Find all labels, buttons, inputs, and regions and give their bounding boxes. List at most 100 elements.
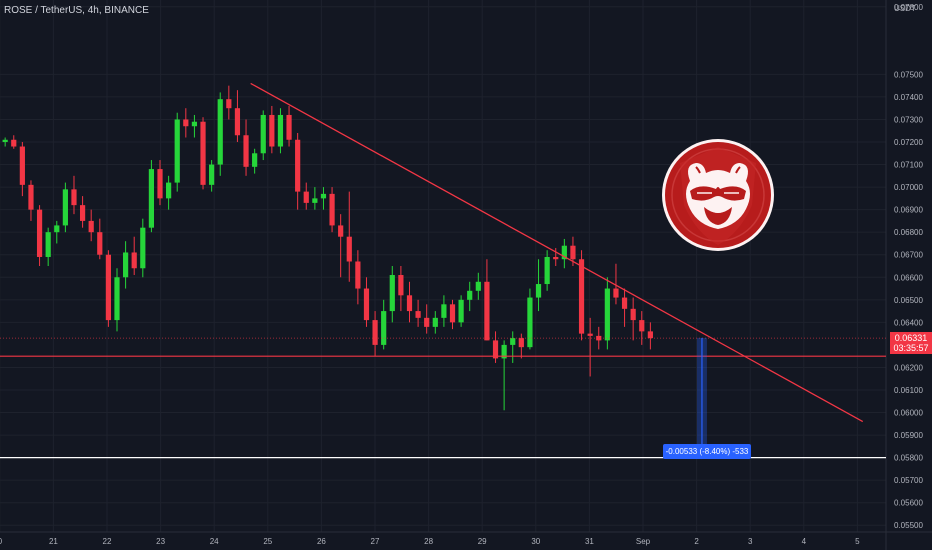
- y-tick-label: 0.06800: [894, 228, 923, 237]
- candle-down: [578, 259, 585, 334]
- candle-up: [277, 114, 284, 147]
- candle-up: [381, 311, 387, 345]
- candle-down: [355, 261, 361, 289]
- x-tick-label: 0: [0, 537, 3, 546]
- symbol-title: ROSE / TetherUS, 4h, BINANCE: [4, 5, 149, 16]
- candle-down: [363, 288, 370, 321]
- y-tick-label: 0.07000: [894, 183, 923, 192]
- candle-down: [406, 295, 413, 312]
- candle-down: [97, 232, 103, 255]
- candle-up: [458, 299, 464, 323]
- candle-up: [217, 99, 223, 165]
- y-tick-label: 0.06200: [894, 363, 923, 372]
- candle-down: [630, 308, 636, 321]
- y-tick-label: 0.06400: [894, 318, 923, 327]
- x-tick-label: 28: [424, 537, 433, 546]
- candle-up: [501, 344, 507, 359]
- candle-down: [639, 320, 645, 332]
- candle-down: [243, 135, 249, 167]
- candle-down: [596, 335, 602, 341]
- x-tick-label: 5: [855, 537, 860, 546]
- measure-label: -0.00533 (-8.40%) -533: [663, 444, 751, 459]
- candle-up: [312, 198, 318, 203]
- candle-up: [148, 169, 155, 228]
- candle-up: [191, 121, 198, 127]
- candle-up: [604, 288, 610, 341]
- candle-up: [62, 189, 68, 226]
- y-tick-label: 0.05500: [894, 521, 923, 530]
- candle-up: [2, 139, 8, 143]
- candle-up: [475, 281, 481, 291]
- candle-down: [553, 256, 559, 260]
- candle-up: [432, 317, 438, 327]
- candle-up: [467, 290, 473, 300]
- x-tick-label: 22: [103, 537, 112, 546]
- candle-up: [54, 225, 60, 233]
- candle-down: [613, 288, 619, 298]
- x-tick-label: 4: [802, 537, 807, 546]
- candle-down: [71, 189, 77, 206]
- y-tick-label: 0.05700: [894, 476, 923, 485]
- candle-down: [131, 252, 137, 269]
- candle-down: [105, 254, 111, 321]
- candle-down: [295, 139, 301, 192]
- candle-up: [114, 277, 120, 321]
- candle-down: [36, 209, 43, 257]
- candle-down: [88, 220, 94, 233]
- candle-down: [570, 245, 576, 260]
- last-price-value: 0.06331: [894, 332, 928, 343]
- y-tick-label: 0.07400: [894, 93, 923, 102]
- x-tick-label: 29: [478, 537, 487, 546]
- x-tick-label: 27: [371, 537, 380, 546]
- y-tick-label: 0.07800: [894, 3, 923, 12]
- candle-down: [415, 311, 421, 318]
- y-tick-label: 0.07200: [894, 138, 923, 147]
- x-tick-label: 31: [585, 537, 594, 546]
- x-tick-label: 2: [694, 537, 699, 546]
- y-tick-label: 0.06500: [894, 296, 923, 305]
- x-tick-label: 21: [49, 537, 58, 546]
- x-tick-label: 3: [748, 537, 753, 546]
- candle-down: [11, 139, 17, 147]
- candle-up: [209, 164, 215, 185]
- trendline-descending-resistance: [250, 82, 864, 423]
- last-price-tag: 0.06331 03:35:57: [890, 331, 932, 354]
- candle-down: [484, 281, 490, 341]
- y-tick-label: 0.05600: [894, 499, 923, 508]
- candle-down: [183, 119, 189, 127]
- x-tick-label: Sep: [636, 537, 651, 546]
- candle-up: [166, 182, 172, 199]
- candle-up: [320, 193, 327, 199]
- candle-up: [260, 114, 266, 154]
- candle-up: [561, 245, 567, 260]
- candle-down: [157, 169, 163, 199]
- candle-up: [535, 284, 542, 298]
- y-tick-label: 0.05900: [894, 431, 923, 440]
- y-tick-label: 0.07100: [894, 161, 923, 170]
- candle-down: [492, 340, 499, 359]
- candle-down: [200, 121, 206, 185]
- bear-logo-icon: [662, 139, 774, 251]
- candle-down: [587, 333, 593, 336]
- y-tick-label: 0.07500: [894, 70, 923, 79]
- y-tick-label: 0.06000: [894, 409, 923, 418]
- candle-up: [45, 232, 51, 257]
- x-tick-label: 30: [531, 537, 540, 546]
- candle-up: [544, 256, 550, 285]
- candle-down: [303, 191, 309, 203]
- candle-down: [234, 108, 241, 136]
- candle-down: [338, 225, 344, 237]
- y-tick-label: 0.06100: [894, 386, 923, 395]
- x-tick-label: 26: [317, 537, 326, 546]
- candle-down: [28, 184, 34, 210]
- y-tick-label: 0.06900: [894, 206, 923, 215]
- candle-down: [19, 146, 25, 185]
- candle-up: [389, 275, 395, 312]
- y-tick-label: 0.05800: [894, 454, 923, 463]
- candle-down: [449, 304, 456, 323]
- candle-down: [621, 297, 628, 309]
- candle-down: [286, 114, 292, 140]
- x-tick-label: 24: [210, 537, 219, 546]
